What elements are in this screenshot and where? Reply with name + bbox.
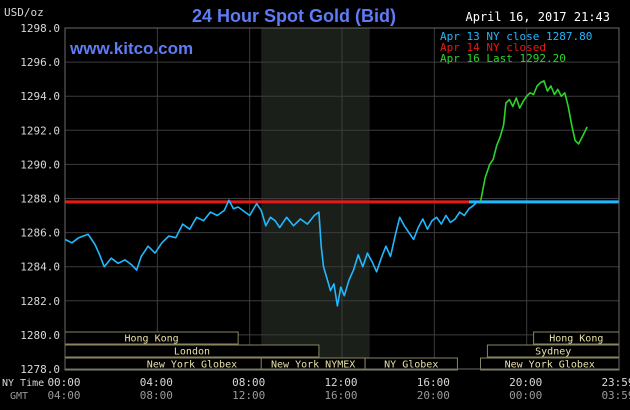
y-tick-label: 1298.0 bbox=[20, 22, 60, 35]
ny-time-label: NY Time bbox=[2, 378, 44, 389]
session-label: London bbox=[174, 347, 210, 358]
market-sessions: Hong Kong London New York Globex New York N… bbox=[64, 331, 620, 371]
session-label: New York Globex bbox=[147, 360, 237, 371]
legend: Apr 13 NY close 1287.80 Apr 14 NY closed… bbox=[440, 30, 592, 65]
y-tick-label: 1284.0 bbox=[20, 261, 60, 274]
timestamp: April 16, 2017 21:43 bbox=[466, 10, 611, 24]
y-tick-label: 1292.0 bbox=[20, 124, 60, 137]
y-tick-labels: 1298.0 1296.0 1294.0 1292.0 1290.0 1288.0 1286… bbox=[20, 22, 60, 376]
x-tick-label-ny: 00:00 bbox=[47, 376, 80, 389]
price-series bbox=[64, 80, 588, 307]
x-tick-label-ny: 04:00 bbox=[140, 376, 173, 389]
chart-title: 24 Hour Spot Gold (Bid) bbox=[192, 6, 396, 26]
x-tick-labels: 00:0004:0004:0008:0008:0012:0012:0016:00… bbox=[47, 376, 630, 402]
x-tick-label-ny: 20:00 bbox=[509, 376, 542, 389]
gmt-label: GMT bbox=[10, 391, 28, 402]
x-tick-label-gmt: 20:00 bbox=[417, 389, 450, 402]
x-tick-label-gmt: 00:00 bbox=[509, 389, 542, 402]
y-tick-label: 1280.0 bbox=[20, 329, 60, 342]
x-tick-label-gmt: 08:00 bbox=[140, 389, 173, 402]
x-tick-label-gmt: 12:00 bbox=[232, 389, 265, 402]
x-tick-label-ny: 08:00 bbox=[232, 376, 265, 389]
unit-label: USD/oz bbox=[4, 6, 44, 19]
x-tick-label-gmt: 16:00 bbox=[324, 389, 357, 402]
session-label: New York NYMEX bbox=[271, 360, 355, 371]
series-line bbox=[64, 199, 478, 307]
y-tick-label: 1278.0 bbox=[20, 363, 60, 376]
legend-item-prev-close: Apr 13 NY close 1287.80 bbox=[440, 30, 592, 43]
y-tick-label: 1282.0 bbox=[20, 295, 60, 308]
x-tick-label-ny: 16:00 bbox=[417, 376, 450, 389]
y-tick-label: 1288.0 bbox=[20, 193, 60, 206]
session-label: Hong Kong bbox=[549, 334, 603, 345]
y-tick-label: 1294.0 bbox=[20, 90, 60, 103]
site-link[interactable]: www.kitco.com bbox=[69, 39, 193, 58]
session-label: New York Globex bbox=[505, 360, 595, 371]
y-tick-label: 1296.0 bbox=[20, 56, 60, 69]
legend-item-last: Apr 16 Last 1292.20 bbox=[440, 52, 566, 65]
x-tick-label-gmt: 03:59 bbox=[601, 389, 630, 402]
legend-item-closed: Apr 14 NY closed bbox=[440, 41, 546, 54]
x-tick-label-ny: 12:00 bbox=[324, 376, 357, 389]
plot-frame bbox=[64, 27, 620, 370]
session-label: NY Globex bbox=[384, 360, 438, 371]
session-label: Hong Kong bbox=[124, 334, 178, 345]
y-tick-label: 1290.0 bbox=[20, 158, 60, 171]
session-bar bbox=[364, 357, 458, 371]
y-tick-label: 1286.0 bbox=[20, 227, 60, 240]
x-tick-label-gmt: 04:00 bbox=[47, 389, 80, 402]
x-tick-label-ny: 23:59 bbox=[601, 376, 630, 389]
series-line bbox=[479, 80, 588, 203]
session-label: Sydney bbox=[535, 347, 571, 358]
